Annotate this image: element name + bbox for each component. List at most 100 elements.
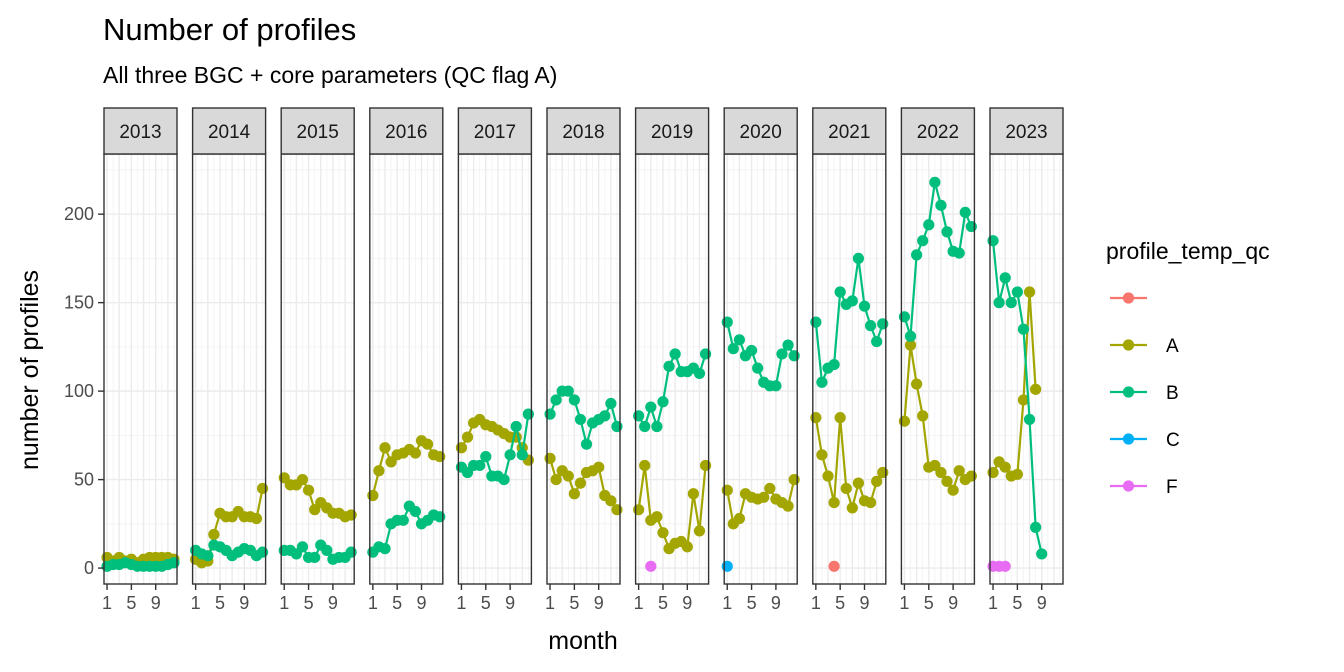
data-point-B — [1005, 297, 1017, 309]
x-tick-label: 9 — [948, 593, 958, 613]
data-point-B — [1011, 286, 1023, 298]
legend-key-point — [1122, 339, 1135, 351]
data-point-A — [935, 466, 947, 479]
x-tick-label: 9 — [682, 593, 692, 613]
data-point-A — [1030, 383, 1042, 395]
data-point-A — [1017, 394, 1030, 406]
data-point-A — [639, 459, 651, 472]
y-tick-label: 200 — [64, 204, 94, 224]
series-group — [455, 408, 534, 486]
facet-strip — [457, 107, 533, 155]
data-point-B — [580, 438, 593, 450]
facet-strip — [191, 107, 267, 155]
data-point-B — [168, 557, 180, 569]
data-point-A — [296, 474, 309, 486]
x-tick-label: 9 — [151, 593, 161, 613]
panel-background — [104, 154, 177, 584]
facet-strip-label: 2022 — [917, 122, 959, 143]
x-tick-label: 5 — [569, 593, 579, 613]
data-point-A — [461, 431, 474, 443]
data-point-A — [562, 470, 574, 482]
data-point-B — [379, 543, 391, 555]
legend-label: F — [1166, 477, 1178, 498]
data-point-A — [699, 459, 712, 472]
panel-background — [458, 154, 532, 584]
data-point-blank — [828, 560, 840, 572]
data-point-B — [645, 401, 657, 413]
y-tick-label: 150 — [64, 293, 94, 313]
data-point-B — [917, 235, 929, 247]
x-tick-label: 5 — [1012, 593, 1022, 613]
data-point-A — [681, 541, 693, 553]
data-point-A — [834, 412, 846, 424]
data-point-A — [828, 497, 840, 509]
data-point-B — [864, 320, 877, 332]
facet-strip — [900, 107, 976, 155]
data-point-A — [953, 465, 965, 477]
series-group — [278, 472, 357, 565]
data-point-B — [663, 360, 675, 372]
data-point-B — [434, 511, 446, 523]
legend-label: B — [1166, 383, 1179, 404]
x-tick-label: 1 — [545, 593, 555, 613]
data-point-A — [593, 461, 605, 473]
data-point-B — [605, 397, 617, 410]
data-point-B — [522, 408, 534, 420]
legend-key-point — [1122, 292, 1135, 304]
data-point-B — [745, 344, 758, 357]
data-point-A — [904, 339, 917, 351]
data-point-B — [935, 199, 947, 211]
data-point-A — [788, 474, 800, 486]
legend: profile_temp_qc A B C F — [1106, 238, 1270, 498]
data-point-B — [816, 376, 828, 388]
facet-strip — [723, 107, 798, 155]
legend-item-B: B — [1110, 383, 1179, 404]
data-point-B — [409, 505, 422, 518]
data-point-A — [871, 475, 883, 487]
legend-title: profile_temp_qc — [1106, 238, 1270, 264]
facet-panel-2017: 2017 1 5 9 — [455, 107, 534, 613]
x-tick-label: 5 — [304, 593, 314, 613]
data-point-B — [877, 318, 889, 330]
data-point-A — [544, 452, 556, 464]
series-group — [101, 551, 180, 572]
data-point-A — [302, 484, 315, 496]
legend-key-point — [1122, 433, 1135, 445]
facet-strip-label: 2019 — [651, 122, 693, 143]
data-point-B — [911, 249, 923, 261]
x-axis-title: month — [548, 627, 617, 655]
data-point-A — [758, 491, 770, 503]
data-point-A — [917, 410, 929, 422]
x-tick-label: 9 — [860, 593, 870, 613]
data-point-B — [611, 420, 623, 433]
data-point-B — [788, 350, 800, 362]
data-point-B — [993, 297, 1005, 309]
facet-strip — [103, 107, 178, 155]
data-point-A — [367, 489, 379, 502]
data-point-A — [1011, 468, 1023, 480]
legend-item-C: C — [1110, 430, 1180, 451]
data-point-B — [599, 410, 611, 422]
data-point-B — [296, 541, 309, 553]
facet-panel-2020: 2020 1 5 9 — [721, 107, 800, 613]
data-point-A — [208, 528, 220, 541]
data-point-B — [474, 459, 486, 472]
data-point-A — [822, 470, 834, 482]
data-point-B — [782, 339, 794, 351]
data-point-A — [409, 447, 422, 459]
x-tick-label: 1 — [368, 593, 378, 613]
x-tick-label: 5 — [126, 593, 136, 613]
x-tick-label: 5 — [747, 593, 757, 613]
data-point-A — [846, 502, 858, 514]
data-point-B — [898, 311, 911, 323]
data-point-B — [828, 358, 840, 371]
x-tick-label: 1 — [102, 593, 112, 613]
data-point-A — [605, 495, 617, 507]
data-point-F — [999, 560, 1011, 572]
data-point-A — [633, 504, 645, 516]
data-point-B — [550, 394, 562, 406]
data-point-A — [764, 482, 776, 495]
facet-strip — [989, 107, 1064, 155]
series-group — [810, 252, 889, 572]
